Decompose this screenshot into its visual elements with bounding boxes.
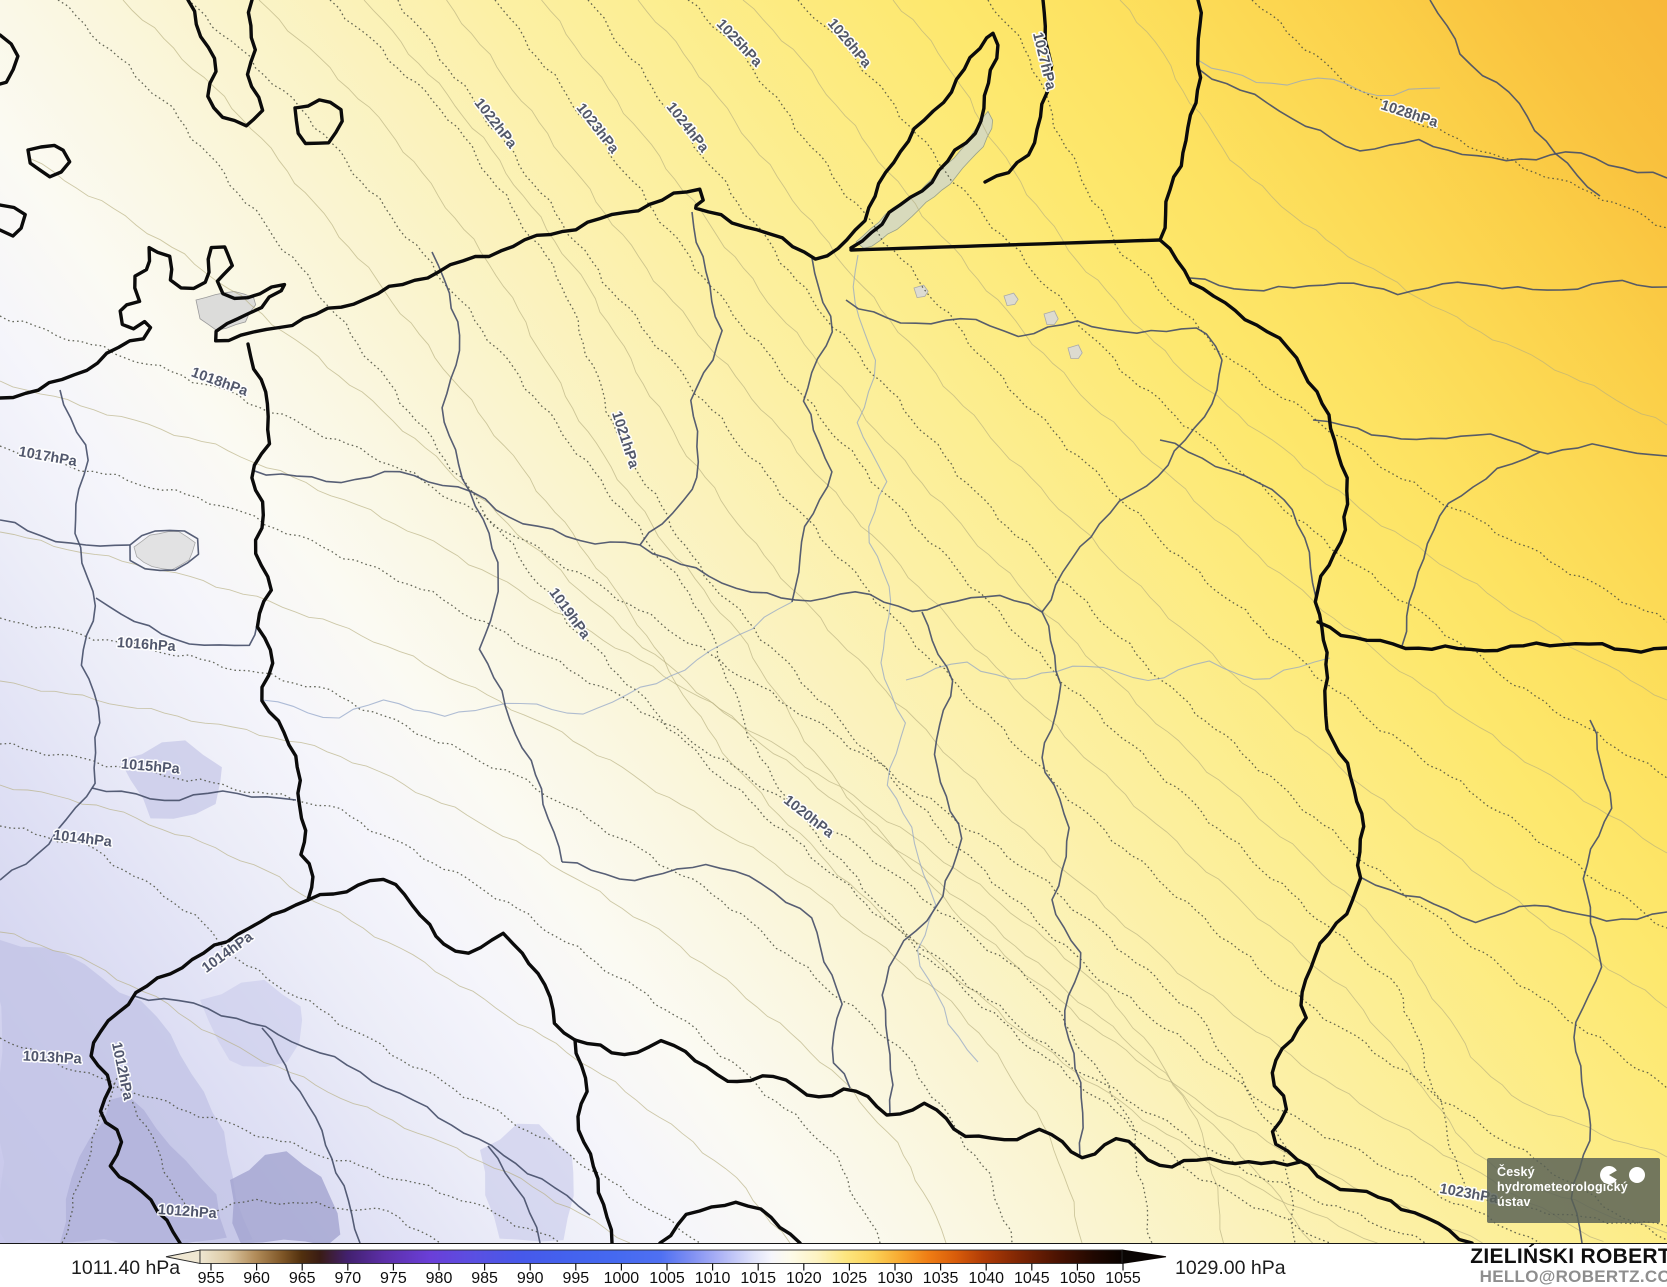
isobar-label: 1012hPa [157, 1202, 218, 1222]
chmi-logo-box: Český hydrometeorologický ústav [1487, 1158, 1660, 1223]
colorbar-max-value: 1029.00 hPa [1175, 1257, 1286, 1279]
border-czech-slovak [573, 1038, 614, 1243]
colorbar-tick-label: 955 [198, 1270, 225, 1287]
colorbar-tick-label: 1005 [649, 1270, 685, 1287]
colorbar-tick-label: 1010 [695, 1270, 731, 1287]
colorbar-tick-label: 985 [471, 1270, 498, 1287]
isobar-1021 [329, 0, 1541, 1243]
colorbar-panel: 955 960 965 970 975 980 985 990 995 1000 1005 1010 1… [0, 1243, 1667, 1287]
isobar-1012 [61, 1070, 441, 1243]
isobar-1024 [587, 0, 1667, 1089]
border-danish-isle-3 [0, 203, 27, 238]
isobar-label: 1016hPa [116, 635, 177, 655]
lakes-lagoons [133, 110, 1083, 571]
chmi-logo-icons [1600, 1166, 1645, 1184]
colorbar-tick-label: 995 [562, 1270, 589, 1287]
region-borders [0, 0, 1667, 1243]
isobar-1027 [987, 0, 1667, 623]
border-poland-czech [306, 877, 577, 1042]
colorbar-tick-label: 965 [289, 1270, 316, 1287]
colorbar-tick-label: 1015 [740, 1270, 776, 1287]
pressure-map-canvas: 1012hPa1012hPa1013hPa1014hPa1014hPa1015h… [0, 0, 1667, 1243]
colorbar-tick-label: 960 [243, 1270, 270, 1287]
colorbar-tick-label: 1000 [604, 1270, 640, 1287]
border-belarus-ukraine [1316, 620, 1667, 654]
rivers [261, 59, 1441, 1063]
isobar-1028 [1251, 0, 1667, 229]
border-bornholm [293, 98, 344, 146]
logo-line-3: ústav [1497, 1194, 1531, 1209]
pacman-icon [1600, 1166, 1617, 1184]
credit-email: HELLO@ROBERTZ.CO [1479, 1267, 1667, 1286]
isobar-1026 [797, 0, 1667, 779]
isobar-1025 [687, 0, 1667, 929]
isobar-label: 1013hPa [22, 1048, 83, 1067]
isobar-1017 [0, 445, 1153, 1243]
logo-line-1: Český [1497, 1165, 1535, 1179]
border-danish-isle-1 [0, 33, 20, 86]
half-level-contours [0, 0, 1667, 1243]
border-czech-german [89, 898, 310, 1243]
isobar-1020 [187, 0, 1426, 1243]
colorbar-tick-label: 970 [334, 1270, 361, 1287]
colorbar-tick-label: 1025 [832, 1270, 868, 1287]
colorbar-gradient [199, 1249, 1123, 1264]
border-poland-slovak [573, 1038, 1302, 1169]
colorbar-tick-label: 1035 [923, 1270, 959, 1287]
colorbar-tick-label: 990 [517, 1270, 544, 1287]
colorbar-tick-label: 1020 [786, 1270, 822, 1287]
colorbar-tick-label: 1055 [1105, 1270, 1141, 1287]
colorbar-tick-label: 1045 [1014, 1270, 1050, 1287]
colorbar-tick-label: 1040 [968, 1270, 1004, 1287]
isobar-1016 [0, 617, 1013, 1243]
border-oder-border [246, 342, 315, 902]
border-curonian-spit [983, 0, 1054, 184]
border-slovak-hungary [658, 1200, 802, 1243]
border-danish-isle-2 [26, 143, 72, 179]
colorbar-right-arrow [1121, 1249, 1167, 1265]
colorbar-tick-label: 1050 [1060, 1270, 1096, 1287]
colorbar-tick-label: 1030 [877, 1270, 913, 1287]
isobar-contours [0, 0, 1667, 1243]
colorbar-min-value: 1011.40 hPa [71, 1257, 181, 1279]
border-kaliningrad-border [849, 238, 1162, 252]
border-lithuania-north [1158, 0, 1203, 242]
credit-name: ZIELIŃSKI ROBERT [1470, 1245, 1667, 1268]
border-poland-east [1158, 238, 1474, 1243]
border-zealand-coast [186, 0, 265, 128]
dot-icon [1629, 1167, 1645, 1183]
isobar-1015 [0, 742, 881, 1243]
isobar-1019 [57, 0, 1331, 1243]
colorbar: 955 960 965 970 975 980 985 990 995 1000 1005 1010 1… [165, 1249, 1167, 1287]
border-baltic-coast [0, 31, 1000, 400]
colorbar-tick-label: 980 [426, 1270, 453, 1287]
colorbar-tick-label: 975 [380, 1270, 407, 1287]
country-borders [0, 0, 1667, 1243]
logo-line-2: hydrometeorologický [1497, 1179, 1628, 1194]
